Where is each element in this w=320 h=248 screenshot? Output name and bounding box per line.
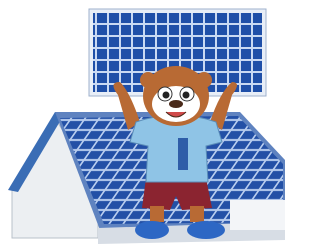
page: [0, 0, 320, 248]
illustration: [0, 0, 285, 248]
